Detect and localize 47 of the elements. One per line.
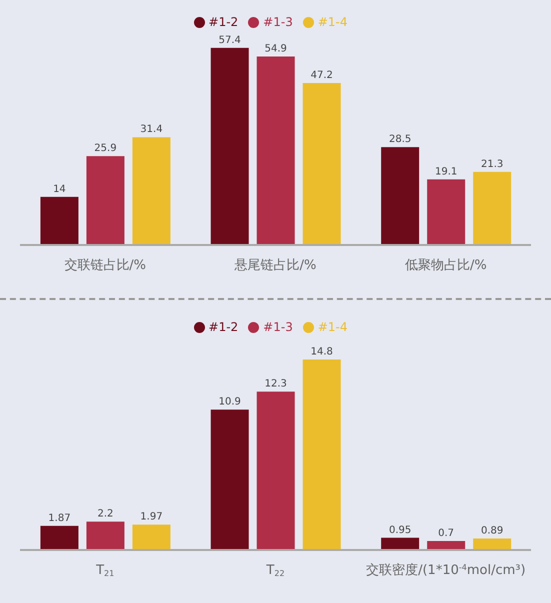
data-label: 0.89 [480,526,504,537]
data-label: 14 [53,184,66,195]
data-label: 10.9 [218,396,241,408]
x-tick-label: 交联链占比/% [64,257,146,273]
bar [427,179,466,245]
bar [381,538,420,550]
bar [86,522,124,550]
bar [132,137,170,245]
data-label: 47.2 [310,70,333,81]
legend-label: #1-3 [263,15,293,29]
data-label: 19.1 [434,166,458,178]
legend-label: #1-4 [318,320,348,334]
bar [210,410,249,550]
data-label: 1.87 [48,512,71,524]
bar [302,359,341,550]
data-label: 12.3 [264,378,287,390]
bar [132,524,170,550]
x-tick-label: 低聚物占比/% [404,258,487,273]
data-label: 1.97 [140,512,163,523]
legend-label: #1-2 [208,15,238,29]
data-label: 31.4 [140,124,163,136]
bar [40,196,78,245]
x-tick-label: T$_{21}$ [95,563,114,578]
data-label: 2.2 [97,508,114,520]
x-tick-label: 悬尾链占比/% [234,258,316,273]
data-label: 0.95 [388,524,412,536]
data-label: 28.5 [388,134,412,146]
bar [40,526,78,550]
bar [86,156,124,245]
bar [473,538,512,550]
bar [302,82,341,245]
data-label: 54.9 [264,44,287,55]
data-label: 21.3 [480,158,504,170]
x-tick-label: T$_{22}$ [265,563,285,578]
data-label: 25.9 [94,143,117,154]
data-label: 0.7 [438,528,454,539]
bar [473,172,512,245]
legend-label: #1-2 [208,320,238,334]
data-label: 57.4 [218,34,241,46]
bar [381,147,420,245]
data-label: 14.8 [310,346,333,358]
legend-label: #1-4 [318,15,348,29]
legend-label: #1-3 [263,320,293,334]
bar [210,48,249,245]
bar [256,392,295,550]
x-tick-label: 交联密度/(1*10$^{-4}$mol/cm³) [366,562,526,578]
bar [256,56,295,245]
